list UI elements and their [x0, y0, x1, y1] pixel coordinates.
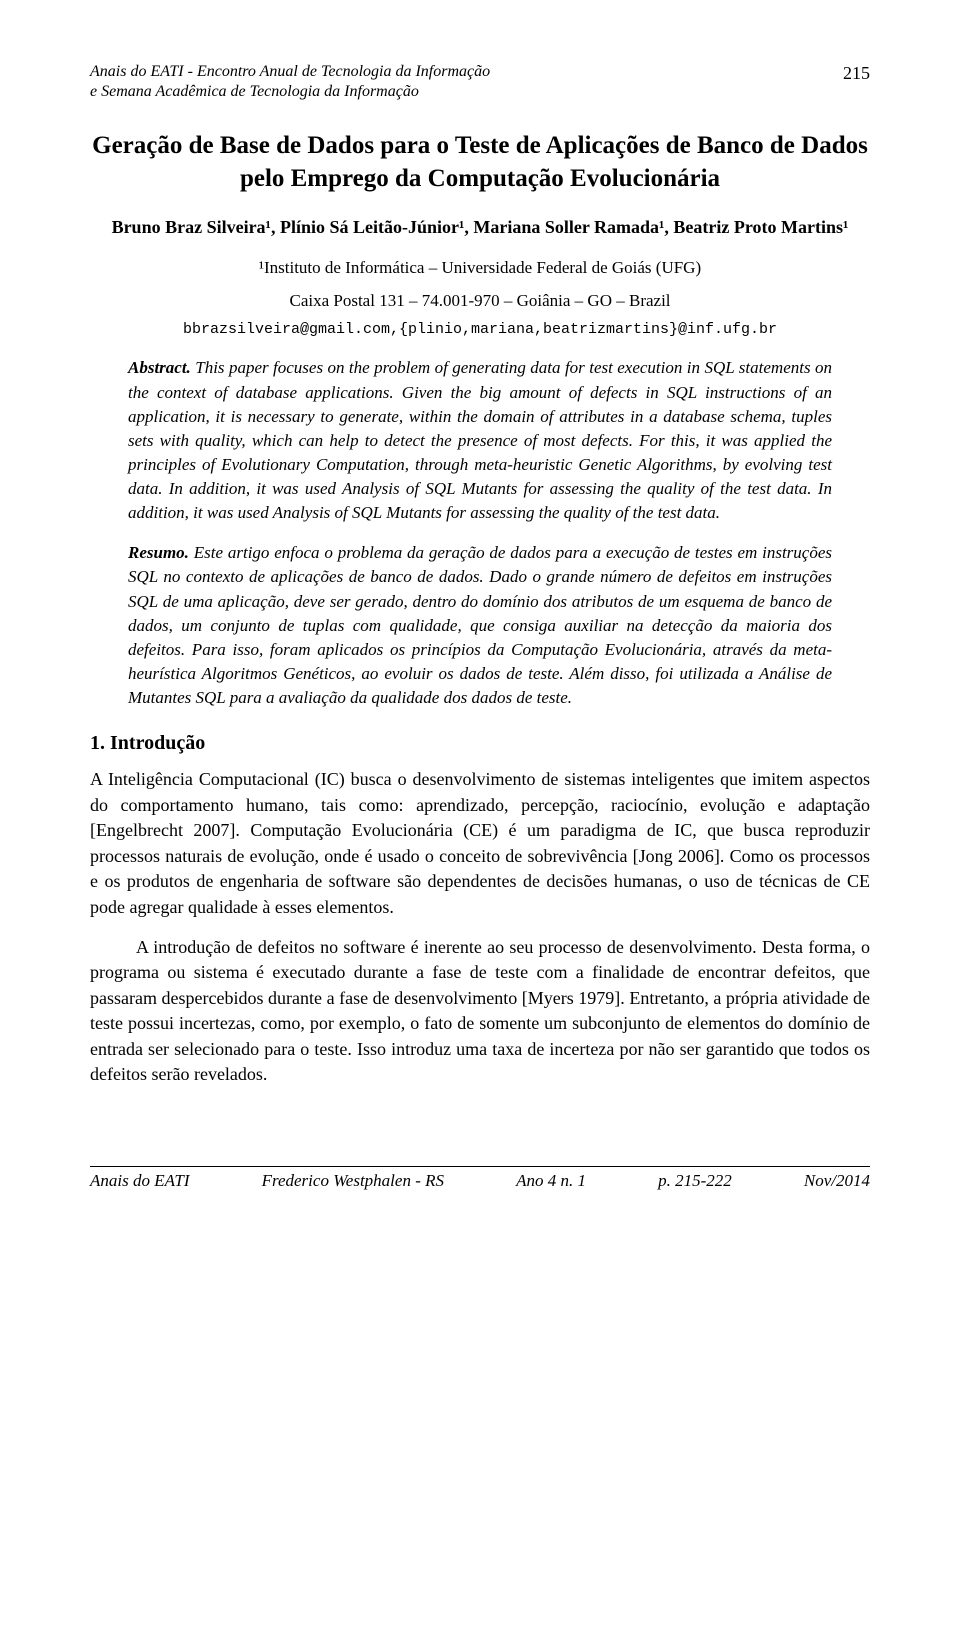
abstract-text-pt: Este artigo enfoca o problema da geração…	[128, 543, 832, 707]
footer-col-5: Nov/2014	[804, 1171, 870, 1191]
header-title-block: Anais do EATI - Encontro Anual de Tecnol…	[90, 62, 490, 102]
abstract-text-en: This paper focuses on the problem of gen…	[128, 358, 832, 522]
author-emails: bbrazsilveira@gmail.com,{plinio,mariana,…	[90, 321, 870, 338]
page-footer: Anais do EATI Frederico Westphalen - RS …	[90, 1166, 870, 1221]
footer-col-2: Frederico Westphalen - RS	[262, 1171, 444, 1191]
page-number: 215	[843, 62, 870, 85]
section-1-paragraph-2: A introdução de defeitos no software é i…	[90, 935, 870, 1088]
header-line2: e Semana Acadêmica de Tecnologia da Info…	[90, 82, 490, 102]
abstract-english: Abstract. This paper focuses on the prob…	[128, 356, 832, 525]
abstract-label-en: Abstract.	[128, 358, 191, 377]
affiliation-line1: ¹Instituto de Informática – Universidade…	[90, 256, 870, 281]
footer-col-3: Ano 4 n. 1	[516, 1171, 586, 1191]
footer-col-1: Anais do EATI	[90, 1171, 189, 1191]
header-line1: Anais do EATI - Encontro Anual de Tecnol…	[90, 62, 490, 82]
authors: Bruno Braz Silveira¹, Plínio Sá Leitão-J…	[90, 215, 870, 240]
affiliation-line2: Caixa Postal 131 – 74.001-970 – Goiânia …	[90, 289, 870, 314]
paper-title: Geração de Base de Dados para o Teste de…	[90, 130, 870, 195]
footer-col-4: p. 215-222	[658, 1171, 732, 1191]
abstract-label-pt: Resumo.	[128, 543, 189, 562]
section-1-title: 1. Introdução	[90, 732, 870, 755]
section-1-paragraph-1: A Inteligência Computacional (IC) busca …	[90, 767, 870, 920]
abstract-portuguese: Resumo. Este artigo enfoca o problema da…	[128, 541, 832, 710]
running-header: Anais do EATI - Encontro Anual de Tecnol…	[90, 62, 870, 102]
